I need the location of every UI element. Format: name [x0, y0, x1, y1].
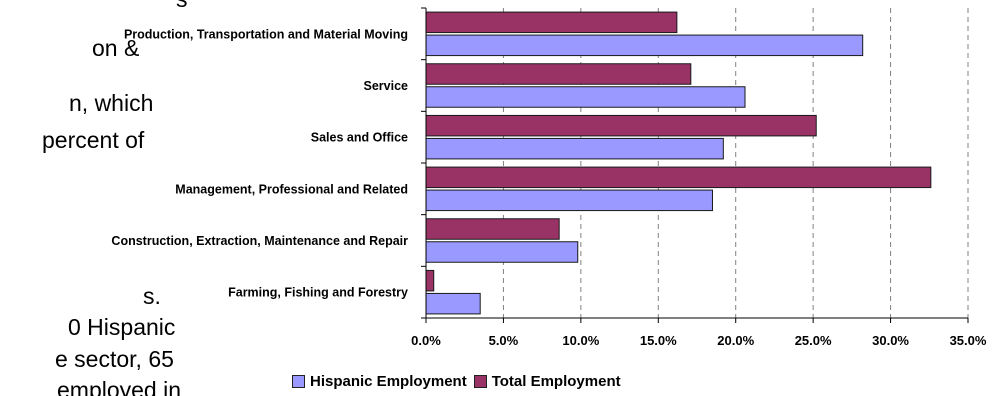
axes: [421, 7, 969, 323]
background-text-line: on &: [92, 35, 140, 61]
background-text-line: n, which: [69, 90, 154, 116]
background-text-line: s: [176, 0, 188, 14]
category-label: Service: [364, 79, 409, 93]
bar-hispanic-employment: [425, 189, 713, 212]
bar-hispanic-employment: [425, 34, 864, 57]
category-label: Sales and Office: [311, 131, 408, 145]
x-tick-label: 10.0%: [562, 333, 599, 348]
category-labels: Production, Transportation and Material …: [111, 27, 408, 299]
bar-hispanic-employment: [425, 86, 746, 108]
x-tick-labels: 0.0% 5.0% 10.0% 15.0% 20.0% 25.0% 30.0% 35.0%: [411, 333, 987, 348]
bar-total-employment: [425, 63, 692, 85]
bar-total-employment: [425, 166, 932, 189]
x-tick-label: 20.0%: [717, 333, 754, 348]
x-tick-label: 0.0%: [411, 333, 441, 348]
legend-swatch-hispanic: [292, 375, 305, 388]
legend-label-total: Total Employment: [491, 373, 621, 390]
legend-label-hispanic: Hispanic Employment: [310, 373, 467, 390]
bar-total-employment: [425, 11, 678, 34]
background-text-line: e sector, 65: [55, 346, 174, 372]
category-label: Production, Transportation and Material …: [124, 27, 408, 41]
bar-total-employment: [425, 269, 435, 292]
bar-hispanic-employment: [425, 137, 724, 160]
x-tick-label: 15.0%: [640, 333, 677, 348]
legend-swatch-total: [473, 375, 487, 388]
category-label: Farming, Fishing and Forestry: [228, 286, 408, 300]
background-document-text: s on & n, which percent of s. 0 Hispanic…: [0, 0, 190, 396]
legend: Hispanic Employment Total Employment: [292, 373, 628, 390]
bar-hispanic-employment: [425, 292, 481, 315]
bar-total-employment: [425, 218, 560, 240]
background-text-line: employed in: [57, 377, 182, 396]
category-label: Construction, Extraction, Maintenance an…: [111, 234, 408, 248]
background-text-line: s.: [143, 283, 161, 309]
legend-item-hispanic: Hispanic Employment: [292, 373, 467, 390]
category-label: Management, Professional and Related: [175, 182, 408, 196]
x-tick-label: 25.0%: [795, 333, 832, 348]
legend-item-total: Total Employment: [473, 373, 621, 390]
background-text-line: 0 Hispanic: [68, 314, 176, 340]
x-tick-label: 30.0%: [872, 333, 909, 348]
background-text-line: percent of: [42, 127, 145, 153]
x-tick-label: 35.0%: [950, 333, 987, 348]
gridlines: [502, 8, 969, 318]
bar-hispanic-employment: [425, 241, 579, 263]
x-tick-label: 5.0%: [489, 333, 519, 348]
bar-total-employment: [425, 114, 817, 137]
